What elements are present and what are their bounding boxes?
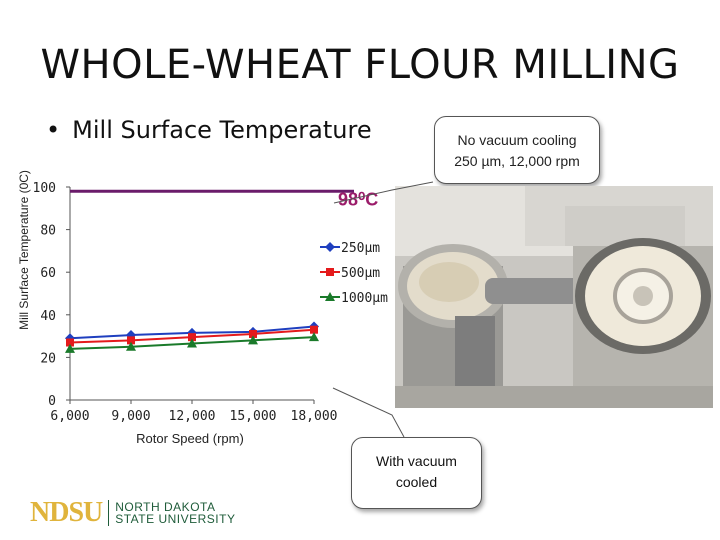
y-tick-label: 20 <box>40 351 56 366</box>
legend-label: 1000µm <box>341 291 388 306</box>
callout-no-vacuum: No vacuum cooling 250 µm, 12,000 rpm <box>434 116 600 184</box>
y-tick-label: 100 <box>33 181 56 196</box>
x-tick-label: 12,000 <box>169 409 216 424</box>
data-point <box>187 338 197 348</box>
data-point <box>249 329 257 338</box>
data-point <box>126 341 136 351</box>
legend-marker <box>325 242 335 252</box>
data-point <box>309 332 319 342</box>
x-axis-label: Rotor Speed (rpm) <box>136 431 244 446</box>
slide-title: WHOLE-WHEAT FLOUR MILLING <box>40 42 680 88</box>
legend-marker <box>326 268 334 276</box>
callout-vacuum: With vacuum cooled <box>351 437 482 509</box>
y-tick-label: 80 <box>40 224 56 239</box>
bullet-icon: • <box>46 116 61 144</box>
callout-vacuum-line2: cooled <box>395 474 438 490</box>
ndsu-logo: NDSU NORTH DAKOTA STATE UNIVERSITY <box>30 497 235 529</box>
bullet-text: Mill Surface Temperature <box>72 116 372 144</box>
y-tick-label: 0 <box>48 394 56 409</box>
bullet-item: • Mill Surface Temperature <box>46 116 372 144</box>
data-point <box>65 343 75 353</box>
legend-marker <box>325 292 335 301</box>
data-point <box>248 335 258 345</box>
x-tick-label: 9,000 <box>111 409 150 424</box>
data-point <box>66 338 74 347</box>
callout-no-vacuum-line2: 250 µm, 12,000 rpm <box>454 153 580 169</box>
reference-line-label: 98⁰C <box>338 189 378 209</box>
x-tick-label: 6,000 <box>50 409 89 424</box>
x-tick-label: 15,000 <box>230 409 277 424</box>
logo-line2: STATE UNIVERSITY <box>115 512 236 526</box>
callout-no-vacuum-line1: No vacuum cooling <box>457 132 577 148</box>
logo-divider <box>108 500 110 526</box>
y-axis-label: Mill Surface Temperature (0C) <box>17 170 31 330</box>
temperature-chart: Mill Surface Temperature (0C) Rotor Spee… <box>17 170 388 446</box>
x-tick-label: 18,000 <box>291 409 338 424</box>
data-point <box>310 325 318 334</box>
logo-mark: NDSU <box>30 497 103 528</box>
legend-label: 500µm <box>341 266 380 281</box>
y-tick-label: 60 <box>40 266 56 281</box>
logo-line1: NORTH DAKOTA <box>115 500 216 514</box>
mill-photo <box>395 186 713 408</box>
data-point <box>188 333 196 342</box>
data-point <box>127 336 135 345</box>
y-tick-label: 40 <box>40 309 56 324</box>
callout-vacuum-line1: With vacuum <box>376 453 457 469</box>
legend-label: 250µm <box>341 241 380 256</box>
